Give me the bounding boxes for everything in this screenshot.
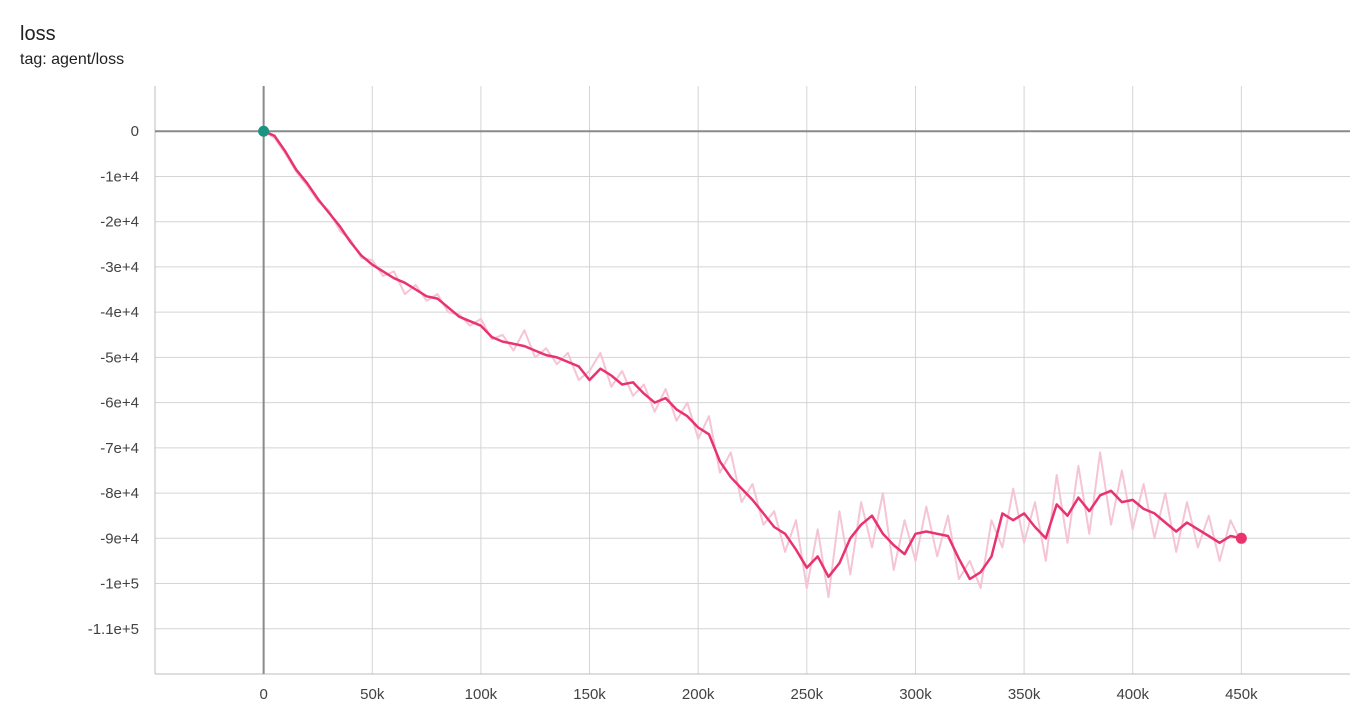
y-tick-label: 0 (131, 123, 139, 140)
y-tick-label: -9e+4 (100, 530, 139, 547)
y-tick-label: -6e+4 (100, 395, 139, 412)
x-tick-label: 300k (899, 686, 932, 703)
y-tick-label: -7e+4 (100, 440, 139, 457)
x-tick-label: 200k (682, 686, 715, 703)
chart-title: loss (20, 23, 56, 45)
y-tick-label: -3e+4 (100, 259, 139, 276)
x-tick-label: 50k (360, 686, 385, 703)
y-tick-label: -1.1e+5 (88, 621, 139, 638)
y-tick-label: -2e+4 (100, 214, 139, 231)
x-tick-label: 350k (1008, 686, 1041, 703)
series-end-point (1235, 532, 1247, 544)
x-tick-label: 400k (1116, 686, 1149, 703)
x-tick-label: 450k (1225, 686, 1258, 703)
y-tick-label: -4e+4 (100, 304, 139, 321)
y-tick-label: -1e+5 (100, 576, 139, 593)
y-tick-label: -8e+4 (100, 485, 139, 502)
series-layer (258, 125, 1247, 599)
raw-series-line (263, 130, 1243, 599)
y-tick-label: -1e+4 (100, 168, 139, 185)
y-tick-label: -5e+4 (100, 349, 139, 366)
grid-lines (155, 86, 1350, 674)
axes (154, 86, 1350, 675)
x-tick-label: 0 (259, 686, 267, 703)
x-tick-label: 100k (465, 686, 498, 703)
chart-subtitle: tag: agent/loss (20, 51, 125, 68)
x-tick-label: 250k (791, 686, 824, 703)
tick-labels: 0 50k 100k 150k 200k 250k 300k 350k 400k 450k 0 -1e… (88, 123, 1258, 703)
smoothed-series-line (263, 130, 1242, 581)
series-start-point (258, 125, 270, 137)
x-tick-label: 150k (573, 686, 606, 703)
